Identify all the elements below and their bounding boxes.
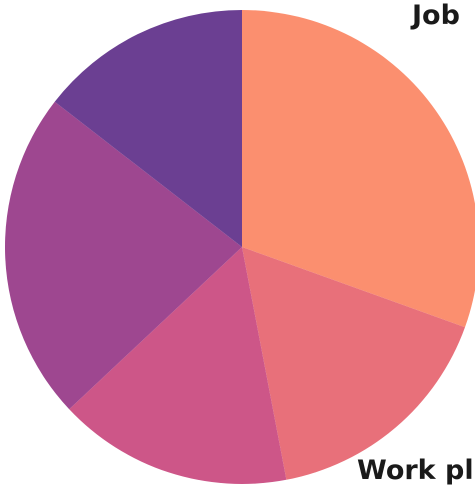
slice-label-1: Job: [410, 0, 460, 31]
pie-slice-4: [4, 101, 243, 410]
pie-slice-3: [69, 247, 287, 484]
pie-labels: Job Work pl: [357, 0, 474, 485]
pie-slice-1: [242, 10, 475, 328]
pie-slices: [4, 10, 475, 484]
pie-slice-2: [242, 247, 465, 480]
slice-label-2: Work pl: [357, 455, 474, 485]
pie-slice-5: [54, 10, 243, 247]
